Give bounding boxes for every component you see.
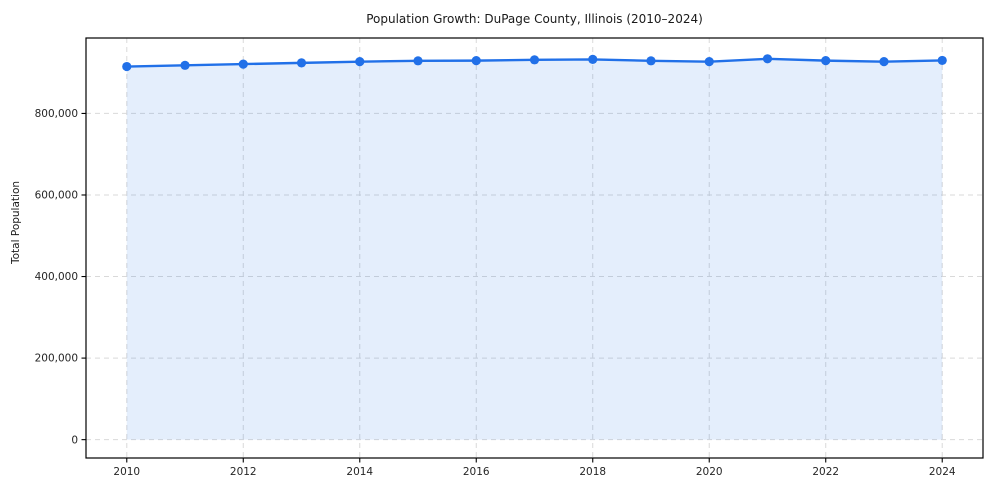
x-tick-label: 2016 [463,466,490,478]
y-tick-label: 800,000 [35,108,78,120]
x-tick-label: 2012 [230,466,257,478]
x-tick-label: 2024 [929,466,956,478]
data-point [704,57,714,67]
x-tick-label: 2020 [696,466,723,478]
x-tick-label: 2010 [113,466,140,478]
data-point [238,59,248,69]
data-point [180,60,190,70]
data-point [879,57,889,67]
data-point [471,56,481,66]
data-point [413,56,423,66]
x-tick-label: 2022 [812,466,839,478]
data-point [821,56,831,66]
data-point [762,54,773,64]
y-tick-label: 600,000 [35,190,78,202]
y-tick-label: 0 [71,434,78,446]
data-point [646,56,656,66]
data-point [529,55,540,65]
axes-frame [85,37,984,459]
data-point [588,54,598,65]
y-tick-label: 200,000 [35,353,78,365]
data-point [122,61,132,72]
y-tick-label: 400,000 [35,271,78,283]
x-tick-label: 2018 [579,466,606,478]
chart-title: Population Growth: DuPage County, Illino… [366,12,703,26]
data-point [937,55,947,66]
data-point [296,58,307,68]
data-point [355,57,365,67]
area-fill [126,58,943,440]
x-tick-label: 2014 [346,466,373,478]
